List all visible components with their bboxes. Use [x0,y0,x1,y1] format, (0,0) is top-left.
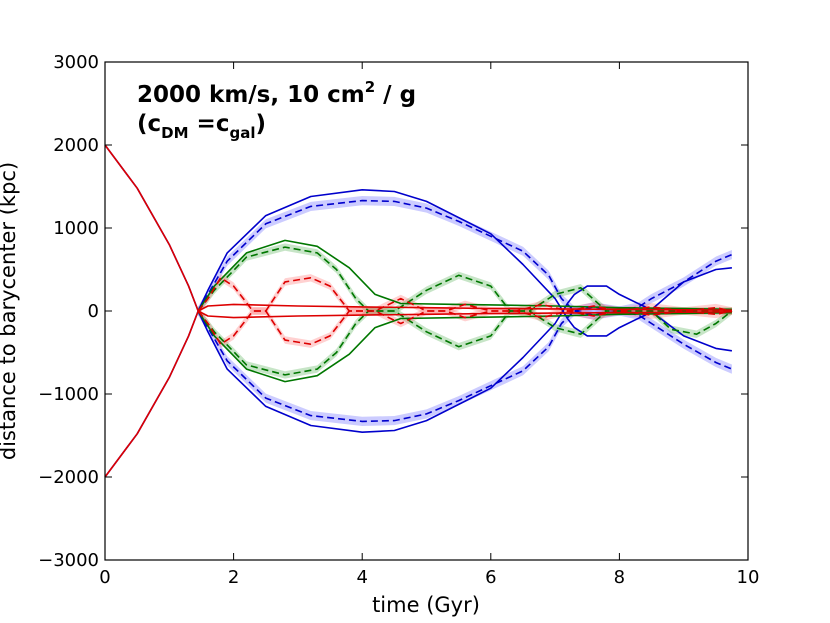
tick-labels: 0 2 4 6 8 10 −3000 −2000 −1000 0 1000 2000 3000 [38,52,759,588]
x-tick-label: 0 [99,567,110,588]
series-blue-dashed-upper [197,199,733,316]
y-tick-label: −2000 [38,467,99,488]
series-green-solid-upper [197,239,732,312]
annotation-mid: =c [189,111,230,137]
annotation-close: ) [255,111,266,137]
band-green-dashed-lower [198,307,732,379]
x-tick-label: 10 [737,567,760,588]
y-tick-label: 2000 [53,135,99,156]
series-green-dashed-lower [197,310,733,376]
series-green-solid-lower [197,310,732,383]
annotation-units-tail: / g [375,82,416,108]
annotation-sub-dm: DM [161,124,188,142]
x-tick-label: 2 [228,567,239,588]
annotation-sub-gal: gal [229,124,255,142]
y-tick-label: 3000 [53,52,99,73]
x-tick-label: 8 [614,567,625,588]
series-red-solid-upper [104,144,732,312]
y-axis-label: distance to barycenter (kpc) [0,162,20,460]
annotation-open: (c [137,111,161,137]
y-tick-label: 0 [88,301,99,322]
annotation-speed: 2000 km/s, 10 cm [137,82,365,108]
y-tick-label: −3000 [38,550,99,571]
axis-ticks [104,61,749,561]
series-blue-dashed-lower [197,306,733,423]
annotation-superscript: 2 [365,78,375,96]
annotation-line-1: 2000 km/s, 10 cm2 / g [137,78,416,108]
annotation-line-2: (cDM =cgal) [137,111,266,142]
x-axis-label: time (Gyr) [372,593,480,617]
band-green-dashed-upper [198,243,732,315]
y-tick-label: −1000 [38,384,99,405]
x-tick-label: 4 [356,567,367,588]
series-lines [104,144,733,478]
series-red-solid-lower [104,310,732,478]
x-tick-label: 6 [485,567,496,588]
y-tick-label: 1000 [53,218,99,239]
